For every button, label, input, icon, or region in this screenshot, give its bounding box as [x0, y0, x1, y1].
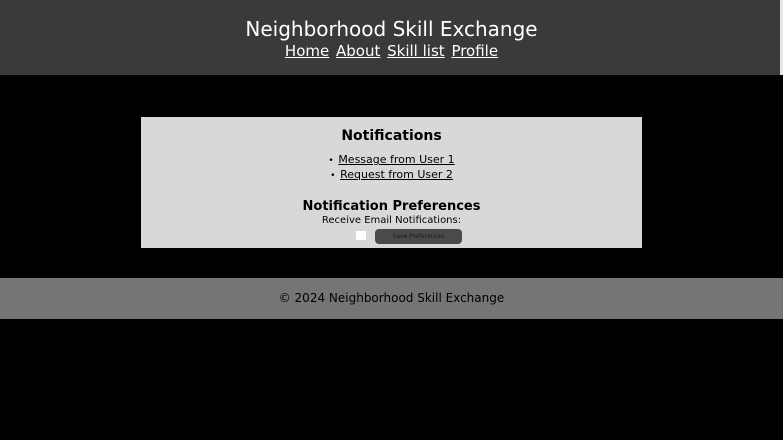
notifications-panel: Notifications • Message from User 1 • Requ…: [141, 117, 642, 248]
site-footer: © 2024 Neighborhood Skill Exchange: [0, 278, 783, 319]
nav-link-skill-list[interactable]: Skill list: [387, 42, 445, 60]
notifications-list: • Message from User 1 • Request from User …: [141, 153, 642, 183]
notification-link-user-1[interactable]: Message from User 1: [338, 153, 455, 166]
notification-link-user-2[interactable]: Request from User 2: [340, 168, 453, 181]
footer-copyright: © 2024 Neighborhood Skill Exchange: [278, 291, 505, 305]
nav-link-profile[interactable]: Profile: [451, 42, 499, 60]
nav-link-about[interactable]: About: [336, 42, 381, 60]
nav-link-home[interactable]: Home: [284, 42, 330, 60]
email-notifications-checkbox[interactable]: [356, 231, 366, 240]
email-notifications-label: Receive Email Notifications:: [321, 215, 462, 226]
save-preferences-button[interactable]: Save Preferences: [375, 229, 462, 244]
bullet-icon: •: [330, 171, 336, 181]
preferences-heading: Notification Preferences: [302, 199, 481, 214]
main-nav: Home About Skill list Profile: [0, 41, 783, 61]
list-item: • Request from User 2: [141, 168, 642, 183]
scrollbar-edge: [780, 0, 783, 75]
bullet-icon: •: [328, 156, 334, 166]
list-item: • Message from User 1: [141, 153, 642, 168]
site-title: Neighborhood Skill Exchange: [245, 17, 538, 41]
notifications-heading: Notifications: [341, 128, 442, 144]
site-header: Neighborhood Skill Exchange Home About S…: [0, 0, 783, 75]
